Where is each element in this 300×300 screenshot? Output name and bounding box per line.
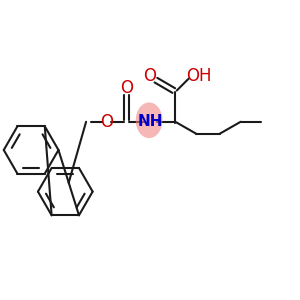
Text: OH: OH [186,67,212,85]
Text: O: O [120,79,133,97]
Text: O: O [143,67,156,85]
Text: NH: NH [137,114,163,129]
Text: O: O [100,113,113,131]
Ellipse shape [136,102,163,138]
